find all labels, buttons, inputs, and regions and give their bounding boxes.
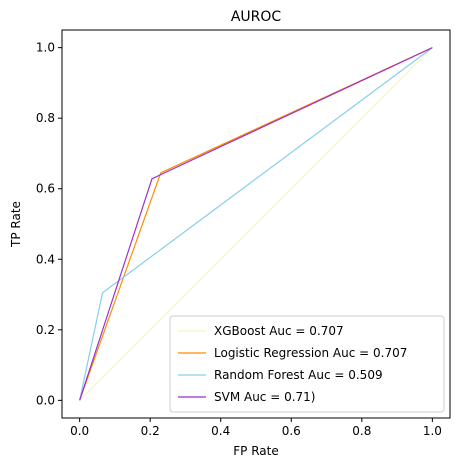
x-tick-label: 0.2 xyxy=(141,424,160,438)
y-tick-label: 0.8 xyxy=(36,111,55,125)
x-axis-label: FP Rate xyxy=(233,444,278,458)
x-tick-label: 0.6 xyxy=(282,424,301,438)
y-tick-label: 1.0 xyxy=(36,41,55,55)
chart-title: AUROC xyxy=(231,9,282,25)
y-tick-label: 0.2 xyxy=(36,323,55,337)
y-tick-label: 0.0 xyxy=(36,393,55,407)
legend-label: Logistic Regression Auc = 0.707 xyxy=(214,346,407,360)
x-tick-label: 0.4 xyxy=(211,424,230,438)
legend-label: Random Forest Auc = 0.509 xyxy=(214,368,383,382)
y-axis-label: TP Rate xyxy=(9,201,23,248)
legend-label: SVM Auc = 0.71) xyxy=(214,390,316,404)
x-tick-label: 0.8 xyxy=(352,424,371,438)
y-tick-label: 0.4 xyxy=(36,252,55,266)
x-axis: 0.0 0.2 0.4 0.6 0.8 1.0 xyxy=(70,418,442,438)
legend-box xyxy=(169,315,445,413)
series-line-3 xyxy=(79,47,433,401)
legend-label: XGBoost Auc = 0.707 xyxy=(214,324,344,338)
x-tick-label: 1.0 xyxy=(423,424,442,438)
y-tick-label: 0.6 xyxy=(36,182,55,196)
series-line-2 xyxy=(79,47,433,401)
x-tick-label: 0.0 xyxy=(70,424,89,438)
plot-lines xyxy=(79,47,433,401)
y-axis: 0.0 0.2 0.4 0.6 0.8 1.0 xyxy=(36,41,62,407)
plot-frame xyxy=(61,29,451,419)
series-line-0 xyxy=(79,47,433,401)
legend: XGBoost Auc = 0.707 Logistic Regression A… xyxy=(169,315,445,413)
